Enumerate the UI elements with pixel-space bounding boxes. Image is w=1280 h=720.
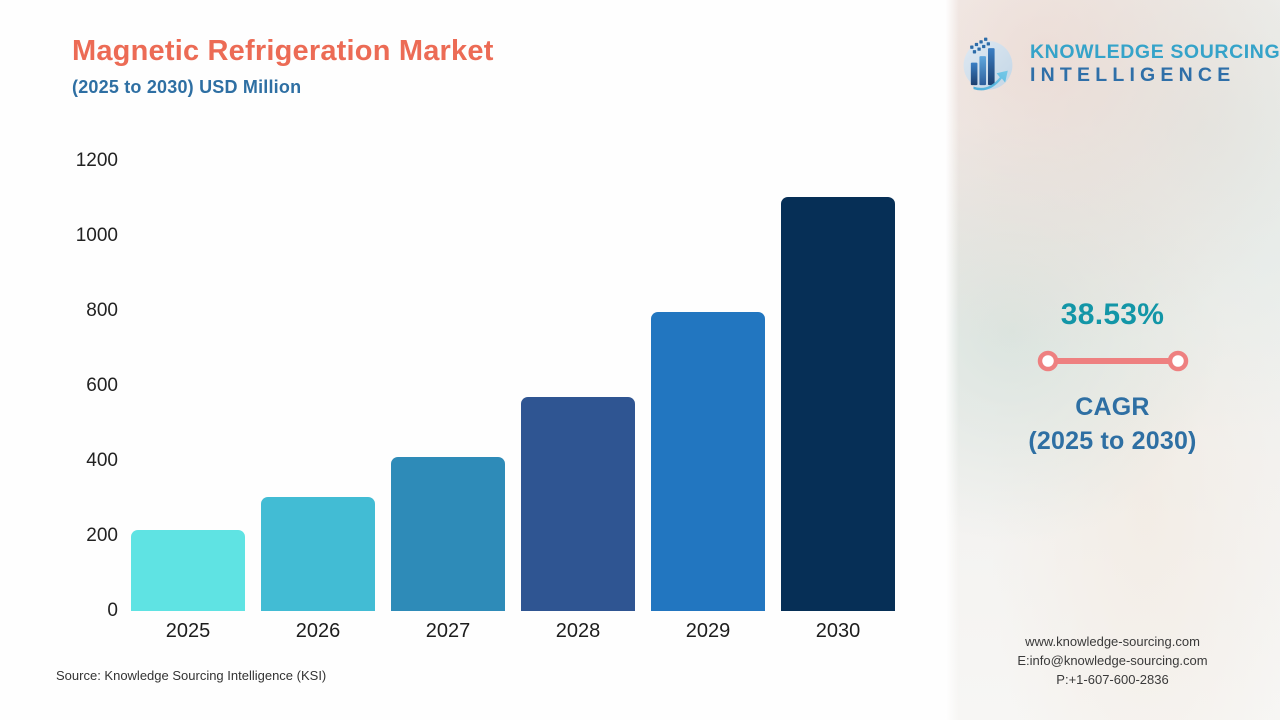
cagr-block: 38.53% CAGR (2025 to 2030)	[945, 298, 1280, 456]
bar-chart-plot: 0 200 400 600 800 1000 1200 2025 2026 2027 2028 202…	[75, 150, 895, 642]
contact-website[interactable]: www.knowledge-sourcing.com	[1025, 634, 1200, 649]
cagr-label: CAGR	[1075, 393, 1150, 421]
y-axis-tick-1000: 1000	[75, 225, 118, 246]
y-axis-tick-1200: 1200	[75, 150, 118, 171]
bar-2027[interactable]	[391, 456, 505, 611]
x-axis-tick-2030: 2030	[815, 620, 861, 642]
chart-subtitle: (2025 to 2030) USD Million	[72, 77, 302, 97]
brand-logo-line1: KNOWLEDGE SOURCING	[1030, 40, 1280, 63]
x-axis-tick-2029: 2029	[685, 620, 731, 642]
x-axis-tick-2027: 2027	[425, 620, 471, 642]
ksi-globe-bars-arrow-logo-icon	[963, 37, 1013, 91]
contact-phone[interactable]: P:+1-607-600-2836	[1056, 671, 1169, 687]
contact-email[interactable]: E:info@knowledge-sourcing.com	[1017, 652, 1208, 668]
contact-info: www.knowledge-sourcing.com E:info@knowle…	[945, 633, 1280, 690]
brand-logo-text: KNOWLEDGE SOURCING INTELLIGENCE	[1030, 40, 1280, 86]
x-axis-tick-2028: 2028	[555, 620, 601, 642]
y-axis-tick-600: 600	[86, 375, 118, 396]
y-axis-tick-0: 0	[107, 600, 118, 621]
x-axis-tick-2025: 2025	[165, 620, 211, 642]
y-axis-tick-200: 200	[86, 525, 118, 546]
cagr-connector-icon	[1037, 350, 1188, 372]
source-note: Source: Knowledge Sourcing Intelligence …	[56, 668, 327, 683]
bar-2029[interactable]	[651, 312, 765, 611]
brand-logo[interactable]: KNOWLEDGE SOURCING INTELLIGENCE	[955, 28, 1280, 100]
x-axis-tick-2026: 2026	[295, 620, 341, 642]
bar-2028[interactable]	[521, 396, 635, 611]
chart-title: Magnetic Refrigeration Market	[72, 35, 494, 67]
y-axis-tick-400: 400	[86, 450, 118, 471]
chart-panel: Magnetic Refrigeration Market (2025 to 2…	[56, 35, 895, 683]
y-axis-tick-800: 800	[86, 300, 118, 321]
cagr-value: 38.53%	[1060, 298, 1165, 331]
bar-2025[interactable]	[131, 530, 245, 611]
bar-2030[interactable]	[781, 197, 895, 611]
cagr-period: (2025 to 2030)	[1028, 427, 1197, 455]
brand-logo-line2: INTELLIGENCE	[1030, 64, 1236, 86]
bar-2026[interactable]	[261, 497, 375, 611]
brand-panel: KNOWLEDGE SOURCING INTELLIGENCE 38.53% C…	[945, 0, 1280, 720]
